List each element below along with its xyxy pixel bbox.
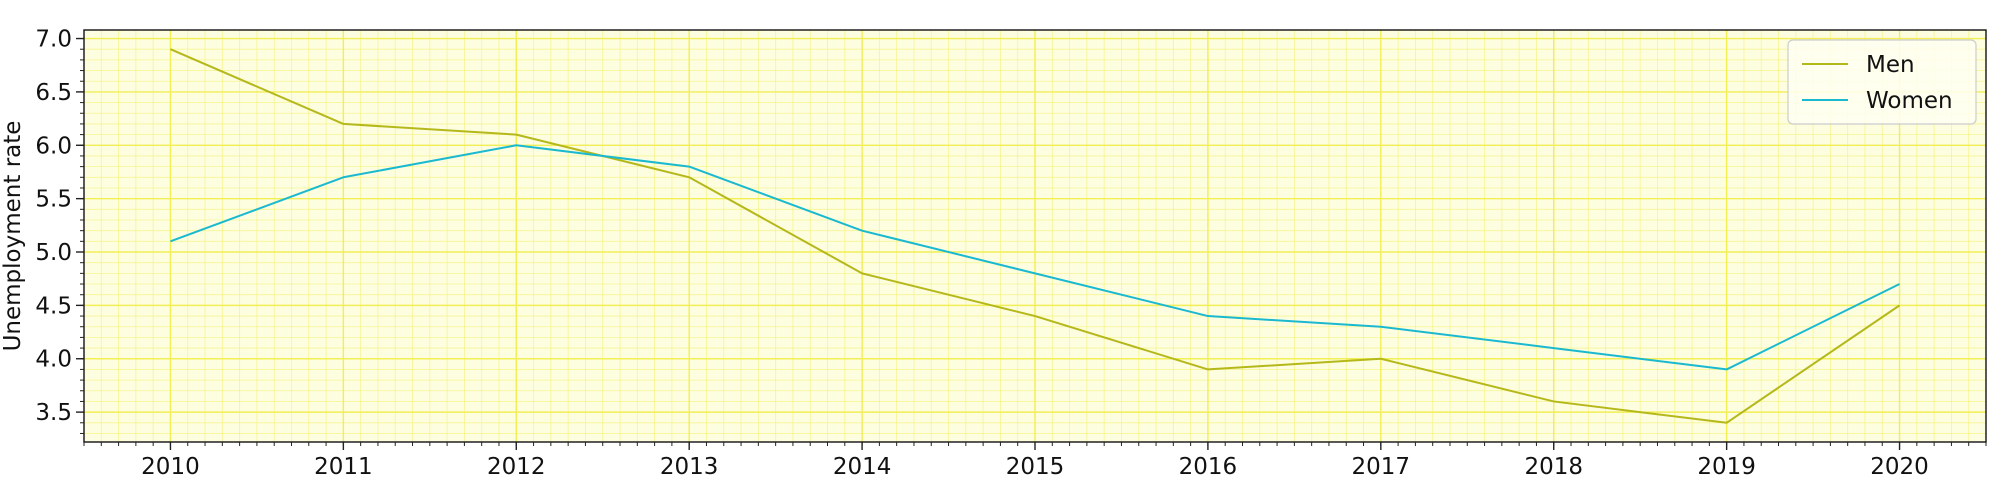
y-tick-label: 5.0 <box>35 240 72 266</box>
y-tick-label: 3.5 <box>35 400 72 426</box>
x-tick-label: 2014 <box>833 454 892 480</box>
x-tick-label: 2011 <box>314 454 373 480</box>
y-axis: 3.5 4.0 4.5 5.0 5.5 6.0 6.5 7.0 <box>35 27 84 434</box>
x-tick-label: 2018 <box>1524 454 1583 480</box>
y-tick-label: 4.0 <box>35 347 72 373</box>
legend: Men Women <box>1787 39 1977 125</box>
series-line-men <box>170 48 1901 424</box>
x-tick-label: 2010 <box>141 454 200 480</box>
y-tick-label: 5.5 <box>35 187 72 213</box>
y-axis-title: Unemployment rate <box>0 121 26 352</box>
x-tick-label: 2020 <box>1870 454 1929 480</box>
major-grid <box>84 30 1986 442</box>
legend-label-women: Women <box>1866 88 1953 114</box>
legend-box <box>1787 39 1977 125</box>
x-tick-label: 2013 <box>660 454 719 480</box>
series-line-women <box>170 144 1900 371</box>
x-tick-label: 2017 <box>1352 454 1411 480</box>
y-tick-label: 4.5 <box>35 293 72 319</box>
legend-label-men: Men <box>1866 52 1915 78</box>
x-tick-label: 2019 <box>1697 454 1756 480</box>
x-tick-label: 2015 <box>1006 454 1065 480</box>
x-tick-label: 2016 <box>1179 454 1238 480</box>
y-tick-label: 6.5 <box>35 80 72 106</box>
series-layer <box>170 48 1901 424</box>
y-tick-label: 7.0 <box>35 27 72 53</box>
x-tick-label: 2012 <box>487 454 546 480</box>
x-axis: 2010 2011 2012 2013 2014 2015 2016 2017 2018 2019… <box>83 442 1987 480</box>
y-tick-label: 6.0 <box>35 133 72 159</box>
